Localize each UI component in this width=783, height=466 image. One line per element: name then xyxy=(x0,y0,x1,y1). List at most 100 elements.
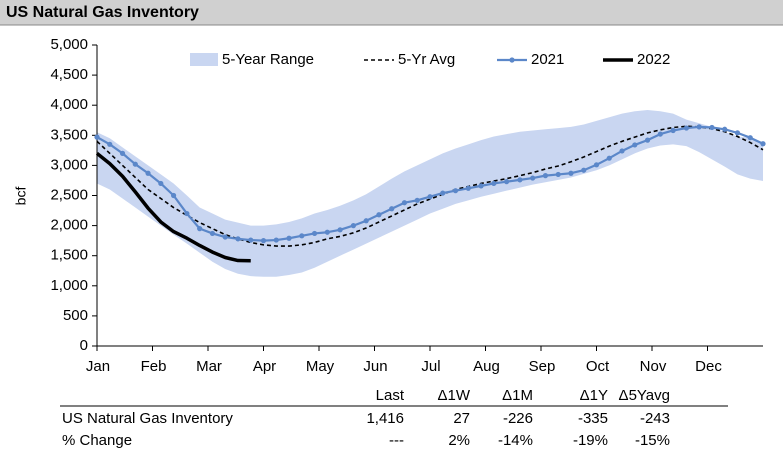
marker xyxy=(452,188,459,194)
marker xyxy=(158,180,164,187)
marker xyxy=(145,170,151,176)
marker xyxy=(363,218,369,224)
marker xyxy=(222,234,228,240)
legend-label: 5-Yr Avg xyxy=(398,51,455,68)
table-cell: -226 xyxy=(503,410,533,427)
marker xyxy=(747,135,753,141)
marker xyxy=(657,131,663,137)
marker xyxy=(670,127,676,134)
marker xyxy=(517,177,523,183)
table-cell: 1,416 xyxy=(366,410,404,427)
marker xyxy=(568,170,574,176)
y-tick-label: 0 xyxy=(80,337,88,354)
marker xyxy=(542,173,549,179)
marker xyxy=(132,161,138,167)
x-tick-label: Jun xyxy=(363,358,387,375)
marker xyxy=(530,175,536,181)
y-tick-label: 2,000 xyxy=(50,217,88,234)
table-header: Δ1W xyxy=(437,387,470,404)
marker xyxy=(440,190,446,196)
marker xyxy=(619,148,625,154)
x-tick-label: Jan xyxy=(86,358,110,375)
y-tick-label: 2,500 xyxy=(50,186,88,203)
table-row-label: % Change xyxy=(62,432,132,449)
table-header: Last xyxy=(376,387,405,404)
marker xyxy=(376,212,382,218)
marker xyxy=(491,180,497,187)
marker xyxy=(311,230,318,237)
y-tick-label: 500 xyxy=(63,307,88,324)
marker xyxy=(632,142,638,148)
series-line xyxy=(95,151,251,263)
marker xyxy=(260,238,267,244)
y-axis-label: bcf xyxy=(13,187,29,206)
marker xyxy=(170,192,177,199)
legend-label: 2021 xyxy=(531,51,564,68)
y-tick-label: 1,000 xyxy=(50,277,88,294)
table-cell: -19% xyxy=(573,432,608,449)
table-cell: 27 xyxy=(453,410,470,427)
marker xyxy=(107,141,113,147)
marker xyxy=(593,162,600,168)
table-cell: 2% xyxy=(448,432,470,449)
marker xyxy=(286,235,292,241)
x-tick-label: Dec xyxy=(695,358,722,375)
table-header: Δ1M xyxy=(502,387,533,404)
table-cell: --- xyxy=(389,432,404,449)
marker xyxy=(197,226,203,232)
marker xyxy=(555,171,561,178)
y-tick-label: 5,000 xyxy=(50,36,88,53)
marker xyxy=(760,141,766,147)
y-tick-label: 3,500 xyxy=(50,126,88,143)
marker xyxy=(350,223,357,229)
marker xyxy=(94,134,100,140)
marker xyxy=(414,197,420,203)
marker xyxy=(722,126,728,132)
marker xyxy=(337,227,343,233)
range-band xyxy=(97,110,763,277)
y-tick-label: 1,500 xyxy=(50,247,88,264)
legend-label: 2022 xyxy=(637,51,670,68)
marker xyxy=(248,237,254,243)
marker xyxy=(465,185,471,191)
marker xyxy=(606,155,612,161)
marker xyxy=(696,124,702,130)
marker xyxy=(209,230,216,237)
chart-title: US Natural Gas Inventory xyxy=(6,4,199,21)
marker xyxy=(503,179,510,185)
table-cell: -243 xyxy=(640,410,670,427)
x-tick-label: Sep xyxy=(529,358,556,375)
marker xyxy=(478,183,484,189)
x-tick-label: May xyxy=(306,358,335,375)
marker xyxy=(235,236,241,242)
marker xyxy=(119,150,126,156)
marker xyxy=(401,200,408,206)
y-tick-label: 4,000 xyxy=(50,96,88,113)
marker xyxy=(389,206,395,212)
marker xyxy=(184,210,190,217)
x-tick-label: Aug xyxy=(473,358,500,375)
table-cell: -15% xyxy=(635,432,670,449)
title-bar xyxy=(0,0,783,25)
legend-swatch xyxy=(190,53,218,66)
y-tick-label: 4,500 xyxy=(50,66,88,83)
x-tick-label: Nov xyxy=(640,358,667,375)
marker xyxy=(299,233,305,239)
marker xyxy=(683,125,690,131)
table-row-label: US Natural Gas Inventory xyxy=(62,410,233,427)
legend-marker xyxy=(509,57,515,63)
table-cell: -335 xyxy=(578,410,608,427)
table-header: Δ5Yavg xyxy=(619,387,670,404)
marker xyxy=(709,124,715,131)
marker xyxy=(427,194,433,200)
x-tick-label: Jul xyxy=(421,358,440,375)
x-tick-label: Feb xyxy=(141,358,167,375)
marker xyxy=(734,130,741,136)
x-tick-label: Apr xyxy=(253,358,276,375)
table-cell: -14% xyxy=(498,432,533,449)
marker xyxy=(644,137,651,143)
marker xyxy=(581,167,587,173)
x-tick-label: Mar xyxy=(196,358,222,375)
